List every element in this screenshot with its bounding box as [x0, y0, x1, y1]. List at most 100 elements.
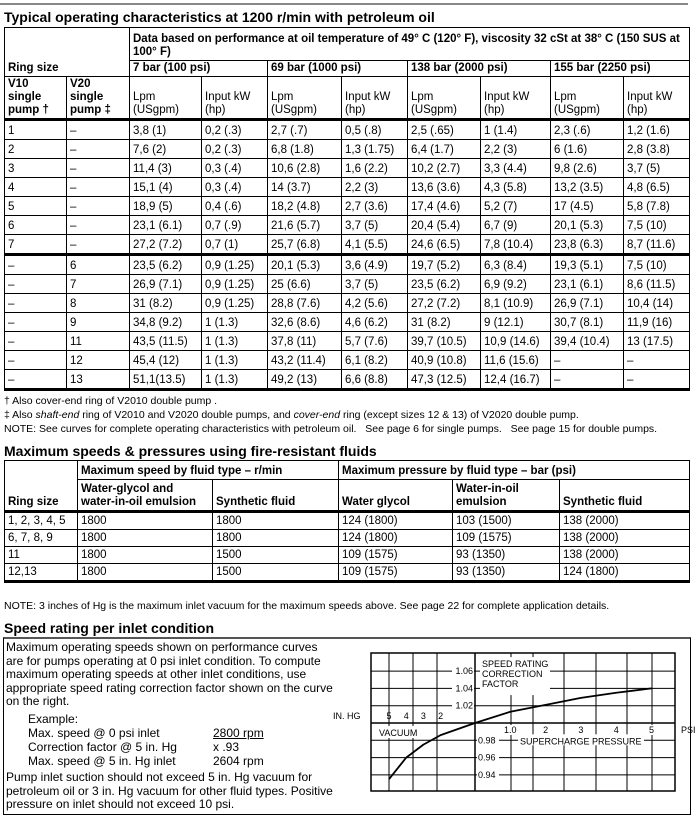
- table2-note: NOTE: 3 inches of Hg is the maximum inle…: [4, 600, 610, 612]
- table-row: –11 43,5 (11.5) 1 (1.3) 37,8 (11) 5,7 (7.6) 3…: [4, 331, 691, 351]
- table-cell: 10,2 (2.7): [407, 158, 481, 178]
- tick-bg: [477, 751, 499, 763]
- table-cell: 11,4 (3): [129, 158, 202, 178]
- tick-bg: [607, 725, 626, 735]
- operating-characteristics-table: Data based on performance at oil tempera…: [4, 27, 691, 391]
- table-cell: 2,5 (.65): [407, 119, 481, 140]
- table-cell: 30,7 (8.1): [550, 312, 624, 332]
- table-cell: 11,6 (15.6): [480, 350, 551, 370]
- table-cell: 1800: [211, 528, 340, 547]
- tick-bg: [452, 699, 474, 711]
- footnote-double-dagger: ‡ Also shaft-end ring of V2010 and V2020…: [4, 409, 579, 421]
- psi-tick-label: 4: [614, 725, 619, 735]
- example-value: 2800 rpm: [213, 726, 264, 740]
- ring-col-header: V20 single pump ‡: [66, 76, 130, 121]
- table-cell: 24,6 (6.5): [407, 234, 481, 256]
- table-row: –7 26,9 (7.1) 0,9 (1.25) 25 (6.6) 3,7 (5) 23,…: [4, 274, 691, 294]
- tick-bg: [501, 725, 520, 735]
- table-cell: 26,9 (7.1): [129, 274, 202, 294]
- table-cell: 7,5 (10): [622, 215, 691, 235]
- table-cell: –: [622, 369, 691, 391]
- table-cell: –: [66, 234, 130, 256]
- ring-col-header: V10 single pump †: [4, 76, 67, 121]
- table-cell: 1 (1.3): [201, 369, 268, 391]
- table-cell: 40,9 (10.8): [407, 350, 481, 370]
- footnote-dagger: † Also cover-end ring of V2010 double pu…: [4, 395, 218, 407]
- table-cell: 4,3 (5.8): [480, 177, 551, 197]
- pressure-group-header: Maximum pressure by fluid type – bar (ps…: [338, 460, 691, 480]
- table-cell: 6,9 (9.2): [480, 274, 551, 294]
- vacuum-label: VACUUM: [379, 728, 417, 738]
- fire-resistant-fluids-table: Maximum speed by fluid type – r/min Maxi…: [4, 460, 691, 583]
- vacuum-tick-label: 4: [404, 711, 409, 721]
- psi-tick-label: 2: [543, 725, 548, 735]
- table-row: –8 31 (8.2) 0,9 (1.25) 28,8 (7.6) 4,2 (5.6) 2…: [4, 293, 691, 313]
- speed-title: Speed rating per inlet condition: [4, 620, 215, 636]
- table-row: –9 34,8 (9.2) 1 (1.3) 32,6 (8.6) 4,6 (6.2) 31…: [4, 312, 691, 332]
- tick-bg: [571, 725, 590, 735]
- pressure-header: 7 bar (100 psi): [129, 60, 268, 77]
- y-tick-label: 0.94: [478, 770, 496, 780]
- table-cell: 31 (8.2): [407, 312, 481, 332]
- table-cell: 0,2 (.3): [201, 119, 268, 140]
- table-cell: 13,6 (3.6): [407, 177, 481, 197]
- table-cell: 1500: [211, 562, 340, 583]
- example-row: Max. speed @ 0 psi inlet 2800 rpm: [28, 726, 264, 740]
- table-cell: 4,1 (5.5): [341, 234, 408, 256]
- table-cell: 7: [4, 234, 67, 256]
- value-col-header: Input kW (hp): [341, 76, 408, 121]
- supercharge-label: SUPERCHARGE PRESSURE: [520, 736, 642, 746]
- table-cell: 0,7 (1): [201, 234, 268, 256]
- table-cell: 12,13: [4, 562, 78, 583]
- table-row: 12,13 1800 1500 109 (1575) 93 (1350) 124 (180…: [4, 562, 691, 583]
- table-cell: 28,8 (7.6): [267, 293, 342, 313]
- table-cell: 23,8 (6.3): [550, 234, 624, 256]
- y-tick-label: 1.04: [455, 683, 473, 693]
- table-cell: 34,8 (9.2): [129, 312, 202, 332]
- value-col-header: Lpm (USgpm): [129, 76, 202, 121]
- table-cell: 14 (3.7): [267, 177, 342, 197]
- tick-bg: [536, 725, 555, 735]
- column-header: Water-in-oil emulsion: [452, 478, 561, 513]
- table-cell: 1800: [77, 562, 213, 583]
- psi-tick-label: 1.0: [504, 725, 517, 735]
- psi-tick-label: 5: [649, 725, 654, 735]
- table-cell: 51,1(13.5): [129, 369, 202, 391]
- example-block: Example: Max. speed @ 0 psi inlet 2800 rp…: [28, 712, 264, 768]
- table-cell: 18,9 (5): [129, 196, 202, 216]
- table-cell: 13: [66, 369, 130, 391]
- table-cell: –: [4, 369, 67, 391]
- table-cell: 1800: [211, 510, 340, 530]
- table-cell: 1,2 (1.6): [622, 119, 691, 140]
- y-tick-label: 0.96: [478, 753, 496, 763]
- table-cell: 124 (1800): [559, 562, 691, 583]
- table-cell: 23,1 (6.1): [129, 215, 202, 235]
- tick-bg: [642, 725, 661, 735]
- vacuum-tick-label: 3: [421, 711, 426, 721]
- table-cell: 10,4 (14): [622, 293, 691, 313]
- table-cell: 2,8 (3.8): [622, 139, 691, 159]
- example-label: Correction factor @ 5 in. Hg: [28, 740, 177, 754]
- table-cell: 6,6 (8.8): [341, 369, 408, 391]
- table-cell: 32,6 (8.6): [267, 312, 342, 332]
- table-cell: 26,9 (7.1): [550, 293, 624, 313]
- table-row: –6 23,5 (6.2) 0,9 (1.25) 20,1 (5.3) 3,6 (4.9…: [4, 254, 691, 275]
- y-axis-label: CORRECTION: [482, 669, 543, 679]
- table-row: 11 1800 1500 109 (1575) 93 (1350) 138 (2000): [4, 545, 691, 564]
- column-header: Water-glycol and water-in-oil emulsion: [77, 478, 213, 513]
- example-label: Example:: [28, 712, 79, 726]
- value-col-header: Input kW (hp): [480, 76, 551, 121]
- table-cell: 12: [66, 350, 130, 370]
- table-cell: 7,8 (10.4): [480, 234, 551, 256]
- example-row: Max. speed @ 5 in. Hg inlet 2604 rpm: [28, 754, 264, 768]
- left-axis-label: IN. HG: [333, 711, 361, 721]
- column-header: Synthetic fluid: [559, 478, 691, 513]
- tick-bg: [477, 734, 499, 746]
- table-cell: 93 (1350): [452, 562, 561, 583]
- table-cell: 109 (1575): [338, 545, 454, 564]
- value-col-header: Lpm (USgpm): [407, 76, 481, 121]
- table1-title: Typical operating characteristics at 120…: [4, 9, 435, 25]
- example-value: x .93: [213, 740, 240, 754]
- speed-paragraph: Maximum operating speeds shown on perfor…: [6, 640, 333, 708]
- value-col-header: Input kW (hp): [201, 76, 268, 121]
